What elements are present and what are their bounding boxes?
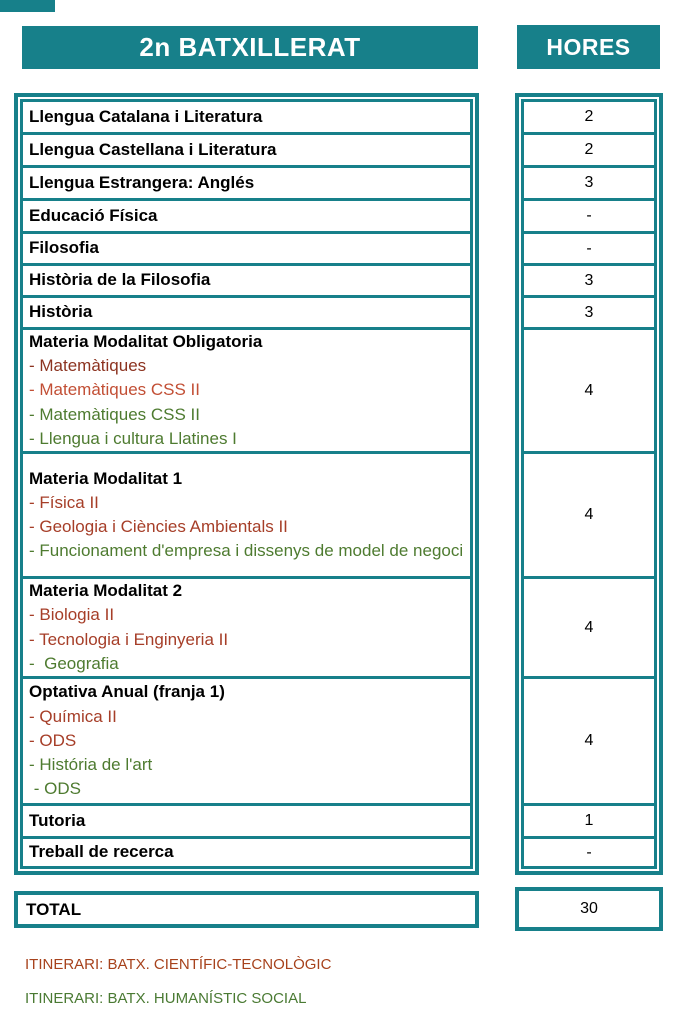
hours-column-header: HORES	[517, 25, 660, 69]
subject-title: Llengua Estrangera: Anglés	[29, 172, 255, 192]
subject-row: Educació Física	[20, 198, 473, 234]
top-left-corner-mark	[0, 0, 55, 12]
subjects-column: Llengua Catalana i Literatura Llengua Cas…	[14, 93, 479, 875]
hours-column: 2 2 3 - - 3 3 4 4 4 4 1 -	[515, 93, 663, 875]
subject-subitem: - Llengua i cultura Llatines I	[29, 428, 237, 448]
hours-value: 4	[584, 618, 594, 636]
subject-title: Materia Modalitat Obligatoria	[29, 332, 263, 351]
hours-cell: 4	[521, 576, 657, 679]
subject-row: Materia Modalitat Obligatoria - Matemàtiq…	[20, 327, 473, 454]
subject-subitem: - Geologia i Ciències Ambientals II	[29, 517, 288, 536]
itinerary-legend: ITINERARI: BATX. CIENTÍFIC-TECNOLÒGIC ITI…	[25, 956, 331, 1024]
subject-row: Llengua Catalana i Literatura	[20, 99, 473, 135]
hours-value: -	[586, 207, 592, 224]
hours-value: 4	[584, 381, 594, 399]
hours-cell: -	[521, 836, 657, 869]
subject-row: Tutoria	[20, 803, 473, 839]
subject-subitem: - Biologia II	[29, 605, 115, 625]
subject-title: Llengua Catalana i Literatura	[29, 106, 263, 126]
total-row: TOTAL	[14, 891, 479, 928]
subject-subitem: - ODS	[29, 779, 81, 799]
subject-row: Filosofia	[20, 231, 473, 266]
hours-value: 3	[584, 174, 594, 191]
hours-cell: 2	[521, 132, 657, 168]
subject-subitem: - História de l'art	[29, 755, 153, 775]
subject-subitem: - Matemàtiques CSS II	[29, 380, 201, 400]
total-hours-value: 30	[580, 900, 598, 917]
subject-row: Materia Modalitat 1 - Física II - Geologia…	[20, 451, 473, 579]
subject-title: Tutoria	[29, 810, 86, 830]
subject-row: Optativa Anual (franja 1) - Química II - O…	[20, 676, 473, 806]
subject-title: Materia Modalitat 2	[29, 581, 183, 601]
subject-title: Educació Física	[29, 205, 158, 225]
hours-value: 3	[584, 303, 594, 321]
subject-title: Llengua Castellana i Literatura	[29, 139, 277, 159]
legend-item: ITINERARI: BATX. CIENTÍFIC-TECNOLÒGIC	[25, 956, 332, 973]
hours-value: 4	[584, 506, 594, 523]
subject-subitem: - Tecnologia i Enginyeria II	[29, 629, 229, 649]
total-hours-cell: 30	[515, 887, 663, 931]
hours-value: -	[586, 239, 592, 257]
table-title-header: 2n BATXILLERAT	[22, 26, 478, 69]
hours-cell: 1	[521, 803, 657, 839]
subject-title: Optativa Anual (franja 1)	[29, 682, 225, 702]
subject-subitem: - Química II	[29, 706, 117, 726]
subject-title: Filosofia	[29, 238, 99, 258]
subject-row: Materia Modalitat 2 - Biologia II - Tecnol…	[20, 576, 473, 679]
hours-cell: -	[521, 231, 657, 266]
subject-subitem: - Funcionament d'empresa i dissenys de m…	[29, 541, 464, 561]
subject-subitem: - Geografia	[29, 653, 119, 673]
hours-cell: 4	[521, 676, 657, 806]
subject-row: Llengua Castellana i Literatura	[20, 132, 473, 168]
hours-cell: -	[521, 198, 657, 234]
subject-subitem: - ODS	[29, 730, 77, 750]
subject-title: Història de la Filosofia	[29, 270, 211, 290]
subject-row: Història de la Filosofia	[20, 263, 473, 298]
hours-value: 2	[584, 141, 594, 158]
hours-cell: 2	[521, 99, 657, 135]
subject-title: Treball de recerca	[29, 842, 174, 862]
legend-item: ITINERARI: BATX. HUMANÍSTIC SOCIAL	[25, 990, 307, 1007]
hours-cell: 3	[521, 263, 657, 298]
hours-cell: 3	[521, 165, 657, 201]
hours-cell: 3	[521, 295, 657, 330]
hours-value: 2	[584, 108, 594, 125]
subject-row: Treball de recerca	[20, 836, 473, 869]
hours-value: 4	[584, 732, 594, 749]
subject-row: Història	[20, 295, 473, 330]
hours-value: -	[586, 843, 592, 861]
subject-subitem: - Física II	[29, 492, 99, 512]
hours-cell: 4	[521, 327, 657, 454]
hours-cell: 4	[521, 451, 657, 579]
subject-row: Llengua Estrangera: Anglés	[20, 165, 473, 201]
total-label: TOTAL	[26, 899, 82, 919]
subject-subitem: - Matemàtiques	[29, 356, 147, 376]
hours-value: 3	[584, 271, 594, 289]
subject-title: Història	[29, 302, 93, 322]
hours-value: 1	[584, 812, 594, 829]
subject-subitem: - Matemàtiques CSS II	[29, 404, 201, 424]
subject-title: Materia Modalitat 1	[29, 468, 183, 488]
